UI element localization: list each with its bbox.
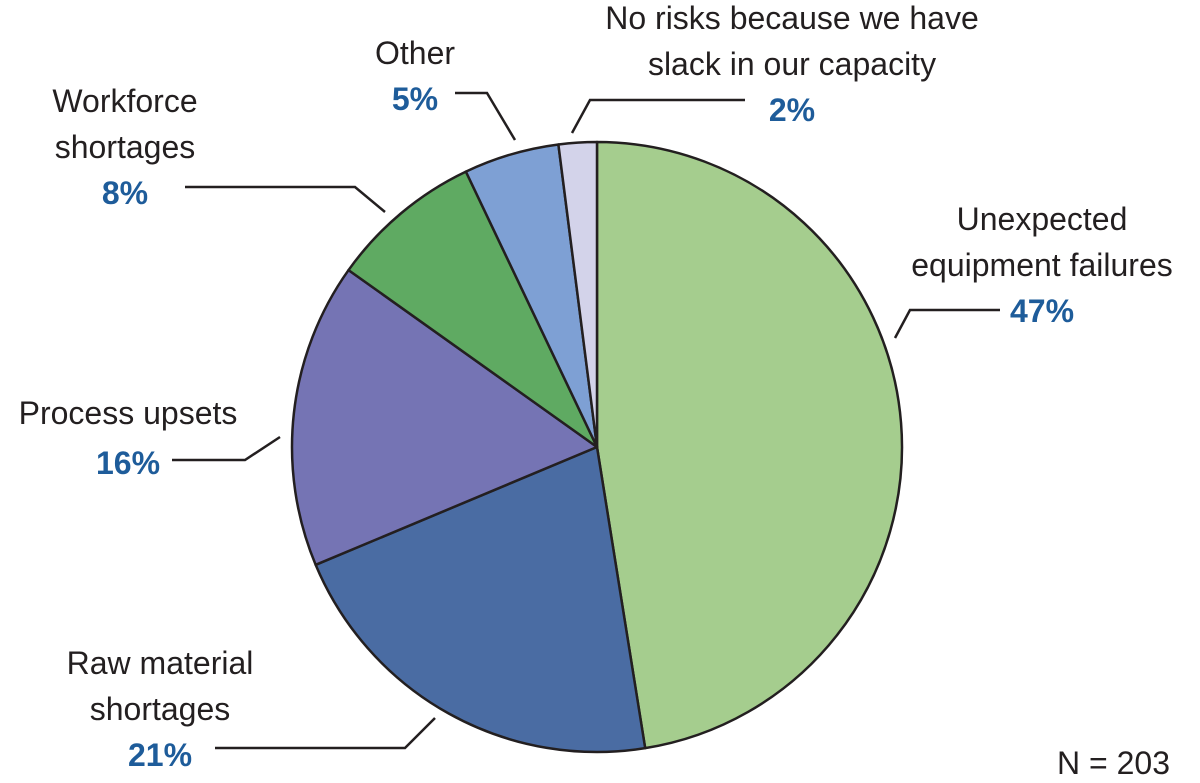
leader-line xyxy=(455,91,517,141)
leader-line xyxy=(215,717,436,750)
category-name: Process upsets xyxy=(18,395,238,431)
slice-label: Unexpected equipment failures 47% xyxy=(887,196,1197,334)
leader-lines xyxy=(172,91,1000,750)
pie-slice xyxy=(557,140,599,449)
sample-size-note: N = 203 xyxy=(1057,745,1170,781)
value-label: 5% xyxy=(391,81,439,117)
leader-line xyxy=(172,435,281,462)
slice-label: No risks because we have slack in our ca… xyxy=(582,0,1002,133)
slice-label: Process upsets 16% xyxy=(0,390,278,486)
pie-slice xyxy=(314,445,647,754)
category-name: Raw material shortages xyxy=(66,645,254,727)
value-label: 21% xyxy=(127,737,193,773)
category-name: Other xyxy=(374,35,456,71)
value-label: 8% xyxy=(101,175,149,211)
pie-slice xyxy=(347,170,599,449)
slice-label: Raw material shortages 21% xyxy=(40,640,280,778)
value-label: 16% xyxy=(95,445,161,481)
category-name: No risks because we have slack in our ca… xyxy=(605,0,979,82)
leader-line xyxy=(570,98,745,134)
slice-label: Workforce shortages 8% xyxy=(25,78,225,216)
value-label: 47% xyxy=(1009,293,1075,329)
pie-slice xyxy=(595,140,904,750)
leader-line xyxy=(185,185,386,213)
slice-label: Other 5% xyxy=(340,30,490,122)
value-label: 2% xyxy=(768,92,816,128)
pie-slice xyxy=(290,268,599,567)
category-name: Workforce shortages xyxy=(52,83,198,165)
leader-line xyxy=(893,308,1000,339)
category-name: Unexpected equipment failures xyxy=(911,201,1173,283)
